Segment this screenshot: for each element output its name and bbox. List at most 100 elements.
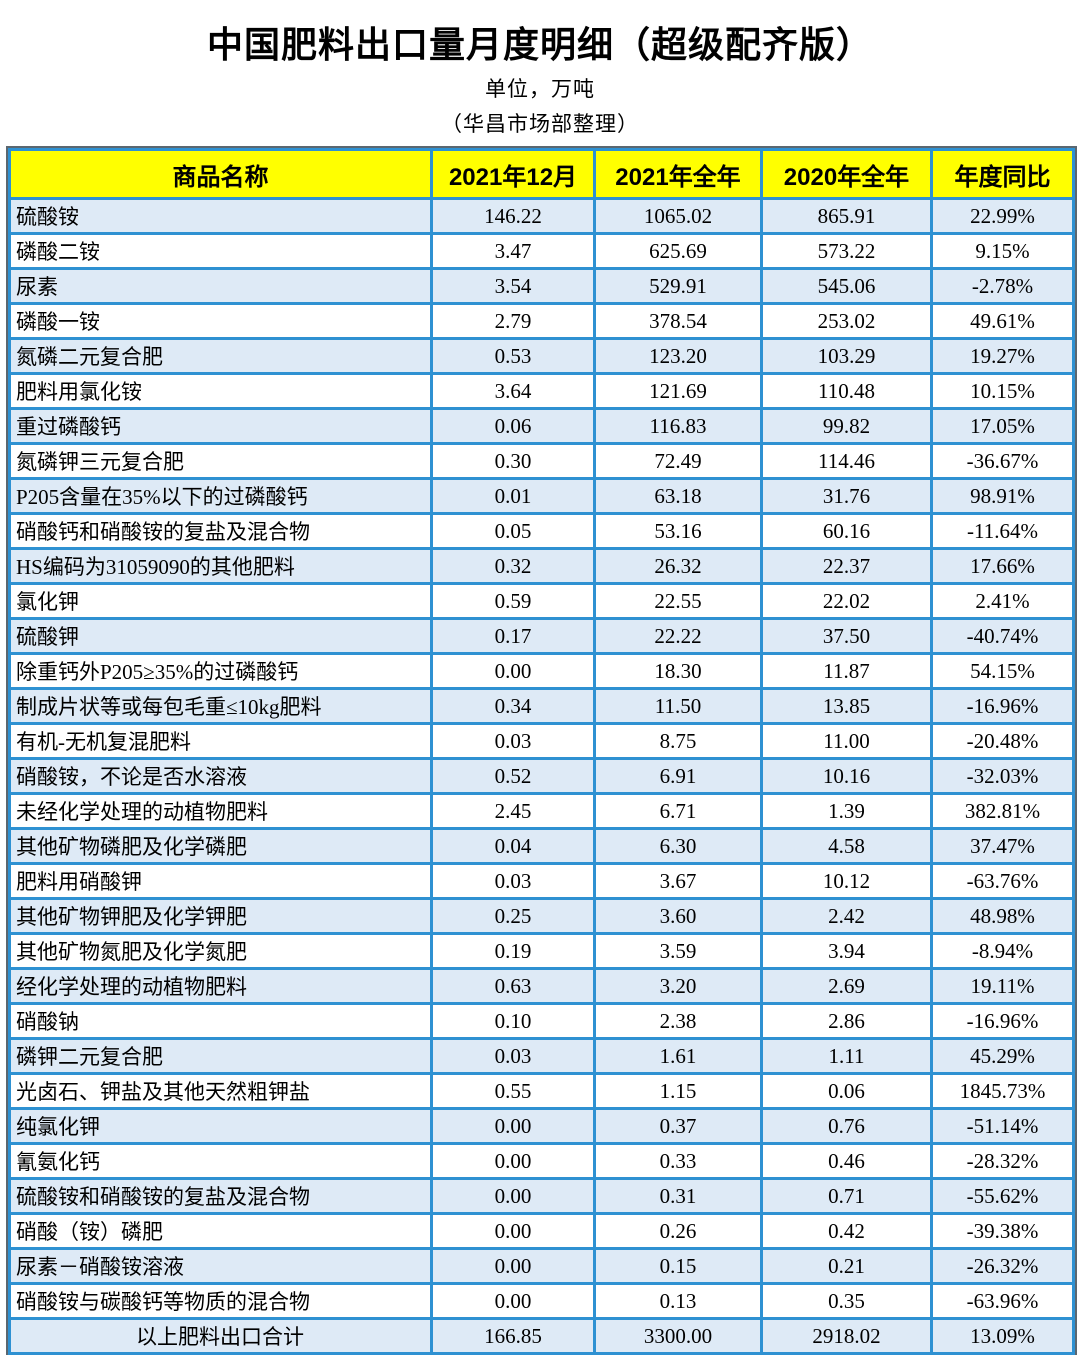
value-cell: 2918.02 (760, 1317, 933, 1355)
value-cell: 2.38 (593, 1002, 763, 1040)
value-cell: 19.11% (930, 967, 1075, 1005)
value-cell: 0.00 (430, 1142, 596, 1180)
table-row: 硫酸铵 146.22 1065.02 865.91 22.99% (8, 197, 1075, 235)
value-cell: 0.13 (593, 1282, 763, 1320)
table-row: 磷钾二元复合肥 0.03 1.61 1.11 45.29% (8, 1037, 1075, 1075)
value-cell: -16.96% (930, 687, 1075, 725)
value-cell: 114.46 (760, 442, 933, 480)
value-cell: 10.16 (760, 757, 933, 795)
value-cell: 1.39 (760, 792, 933, 830)
table-row: 硝酸钙和硝酸铵的复盐及混合物 0.05 53.16 60.16 -11.64% (8, 512, 1075, 550)
value-cell: 2.86 (760, 1002, 933, 1040)
value-cell: 2.79 (430, 302, 596, 340)
value-cell: 1.11 (760, 1037, 933, 1075)
value-cell: 0.00 (430, 1247, 596, 1285)
product-name-cell: 氮磷二元复合肥 (8, 337, 433, 375)
table-row: 其他矿物钾肥及化学钾肥 0.25 3.60 2.42 48.98% (8, 897, 1075, 935)
value-cell: 17.66% (930, 547, 1075, 585)
table-row: 制成片状等或每包毛重≤10kg肥料 0.34 11.50 13.85 -16.96% (8, 687, 1075, 725)
value-cell: 0.04 (430, 827, 596, 865)
product-name-cell: 除重钙外P205≥35%的过磷酸钙 (8, 652, 433, 690)
value-cell: 123.20 (593, 337, 763, 375)
value-cell: 10.12 (760, 862, 933, 900)
table-row: 重过磷酸钙 0.06 116.83 99.82 17.05% (8, 407, 1075, 445)
product-name-cell: 磷酸一铵 (8, 302, 433, 340)
value-cell: -63.96% (930, 1282, 1075, 1320)
product-name-cell: 其他矿物氮肥及化学氮肥 (8, 932, 433, 970)
table-row: 氮磷二元复合肥 0.53 123.20 103.29 19.27% (8, 337, 1075, 375)
table-row: 磷酸一铵 2.79 378.54 253.02 49.61% (8, 302, 1075, 340)
value-cell: -16.96% (930, 1002, 1075, 1040)
product-name-cell: 肥料用硝酸钾 (8, 862, 433, 900)
product-name-cell: P205含量在35%以下的过磷酸钙 (8, 477, 433, 515)
value-cell: -28.32% (930, 1142, 1075, 1180)
value-cell: 253.02 (760, 302, 933, 340)
table-row: 肥料用氯化铵 3.64 121.69 110.48 10.15% (8, 372, 1075, 410)
value-cell: 9.15% (930, 232, 1075, 270)
column-header: 年度同比 (930, 148, 1075, 200)
value-cell: 98.91% (930, 477, 1075, 515)
value-cell: 48.98% (930, 897, 1075, 935)
table-row: 硝酸（铵）磷肥 0.00 0.26 0.42 -39.38% (8, 1212, 1075, 1250)
table-row: 除重钙外P205≥35%的过磷酸钙 0.00 18.30 11.87 54.15% (8, 652, 1075, 690)
value-cell: 0.03 (430, 1037, 596, 1075)
value-cell: -63.76% (930, 862, 1075, 900)
value-cell: 22.02 (760, 582, 933, 620)
value-cell: 529.91 (593, 267, 763, 305)
table-row: 肥料用硝酸钾 0.03 3.67 10.12 -63.76% (8, 862, 1075, 900)
column-header: 2021年12月 (430, 148, 596, 200)
value-cell: 378.54 (593, 302, 763, 340)
value-cell: 1845.73% (930, 1072, 1075, 1110)
value-cell: 116.83 (593, 407, 763, 445)
value-cell: -8.94% (930, 932, 1075, 970)
value-cell: 37.50 (760, 617, 933, 655)
value-cell: 121.69 (593, 372, 763, 410)
value-cell: 45.29% (930, 1037, 1075, 1075)
value-cell: 13.85 (760, 687, 933, 725)
value-cell: 6.91 (593, 757, 763, 795)
table-row: 尿素 3.54 529.91 545.06 -2.78% (8, 267, 1075, 305)
product-name-cell: 纯氯化钾 (8, 1107, 433, 1145)
value-cell: 17.05% (930, 407, 1075, 445)
value-cell: 0.00 (430, 1107, 596, 1145)
value-cell: 0.42 (760, 1212, 933, 1250)
product-name-cell: 氰氨化钙 (8, 1142, 433, 1180)
product-name-cell: 硫酸钾 (8, 617, 433, 655)
table-row: 尿素－硝酸铵溶液 0.00 0.15 0.21 -26.32% (8, 1247, 1075, 1285)
value-cell: 11.00 (760, 722, 933, 760)
value-cell: 3.47 (430, 232, 596, 270)
value-cell: 0.15 (593, 1247, 763, 1285)
value-cell: 22.55 (593, 582, 763, 620)
value-cell: -36.67% (930, 442, 1075, 480)
table-row: 硝酸铵与碳酸钙等物质的混合物 0.00 0.13 0.35 -63.96% (8, 1282, 1075, 1320)
value-cell: 3300.00 (593, 1317, 763, 1355)
value-cell: 0.01 (430, 477, 596, 515)
value-cell: 0.53 (430, 337, 596, 375)
value-cell: -11.64% (930, 512, 1075, 550)
value-cell: 0.00 (430, 652, 596, 690)
value-cell: 72.49 (593, 442, 763, 480)
product-name-cell: 尿素－硝酸铵溶液 (8, 1247, 433, 1285)
table-row: 有机-无机复混肥料 0.03 8.75 11.00 -20.48% (8, 722, 1075, 760)
table-row: 未经化学处理的动植物肥料 2.45 6.71 1.39 382.81% (8, 792, 1075, 830)
table-row: 硫酸钾 0.17 22.22 37.50 -40.74% (8, 617, 1075, 655)
value-cell: 3.59 (593, 932, 763, 970)
product-name-cell: 硝酸（铵）磷肥 (8, 1212, 433, 1250)
value-cell: 573.22 (760, 232, 933, 270)
value-cell: 0.63 (430, 967, 596, 1005)
value-cell: 0.35 (760, 1282, 933, 1320)
value-cell: 0.32 (430, 547, 596, 585)
value-cell: 2.69 (760, 967, 933, 1005)
total-row: 以上肥料出口合计 166.85 3300.00 2918.02 13.09% (8, 1317, 1075, 1355)
value-cell: 0.00 (430, 1282, 596, 1320)
value-cell: 1065.02 (593, 197, 763, 235)
value-cell: 545.06 (760, 267, 933, 305)
value-cell: 625.69 (593, 232, 763, 270)
product-name-cell: 硝酸铵，不论是否水溶液 (8, 757, 433, 795)
value-cell: 146.22 (430, 197, 596, 235)
value-cell: 63.18 (593, 477, 763, 515)
value-cell: 60.16 (760, 512, 933, 550)
value-cell: 0.06 (430, 407, 596, 445)
value-cell: -51.14% (930, 1107, 1075, 1145)
value-cell: 382.81% (930, 792, 1075, 830)
